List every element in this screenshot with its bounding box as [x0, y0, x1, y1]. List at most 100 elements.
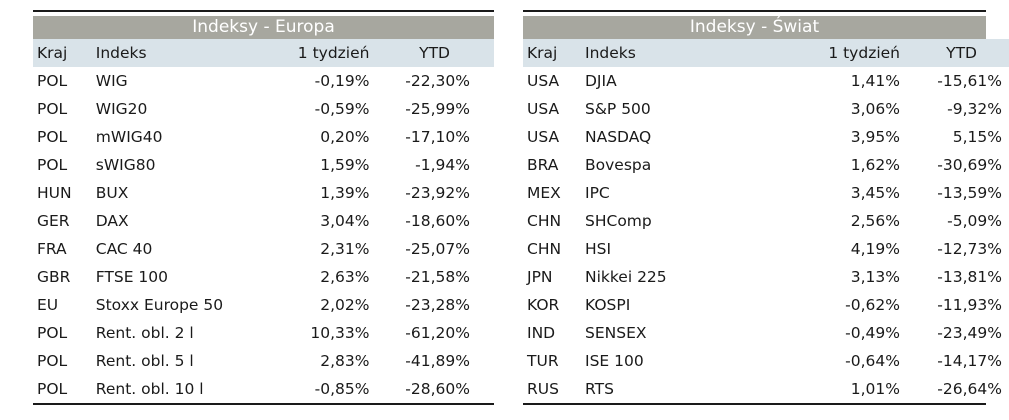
top-rule — [523, 10, 986, 12]
top-rule — [33, 10, 494, 12]
table-row: GER DAX 3,04% -18,60% — [33, 207, 494, 235]
table-row: POL Rent. obl. 2 l 10,33% -61,20% — [33, 319, 494, 347]
table-row: POL mWIG40 0,20% -17,10% — [33, 123, 494, 151]
header-country: Kraj — [37, 44, 68, 62]
index-name-cell: FTSE 100 — [95, 268, 169, 286]
header-index: Indeks — [585, 44, 636, 62]
ytd-change-cell: -22,30% — [405, 72, 470, 90]
week-change-cell: 3,06% — [850, 100, 900, 118]
week-change-cell: 0,20% — [320, 128, 370, 146]
index-name-cell: SENSEX — [585, 324, 647, 342]
header-ytd: YTD — [419, 44, 450, 62]
ytd-change-cell: -28,60% — [405, 380, 470, 398]
week-change-cell: -0,62% — [845, 296, 900, 314]
header-country: Kraj — [527, 44, 558, 62]
ytd-change-cell: -1,94% — [415, 156, 470, 174]
ytd-change-cell: -18,60% — [405, 212, 470, 230]
week-change-cell: 1,39% — [320, 184, 370, 202]
table-row: POL Rent. obl. 5 l 2,83% -41,89% — [33, 347, 494, 375]
country-cell: JPN — [527, 268, 553, 286]
week-change-cell: -0,64% — [845, 352, 900, 370]
week-change-cell: 2,56% — [850, 212, 900, 230]
world-index-table: Kraj Indeks 1 tydzień YTD USA DJIA 1,41% -1… — [523, 39, 1009, 403]
table-row: USA DJIA 1,41% -15,61% — [523, 67, 1009, 95]
table-row: USA S&P 500 3,06% -9,32% — [523, 95, 1009, 123]
table-row: FRA CAC 40 2,31% -25,07% — [33, 235, 494, 263]
world-table-body: USA DJIA 1,41% -15,61% USA S&P 500 3,06% -9,32%… — [523, 67, 1009, 403]
europe-index-panel: Indeksy - Europa Kraj Indeks 1 tydzień Y… — [33, 10, 494, 405]
country-cell: FRA — [37, 240, 67, 258]
week-change-cell: -0,85% — [314, 380, 370, 398]
table-row: EU Stoxx Europe 50 2,02% -23,28% — [33, 291, 494, 319]
index-name-cell: sWIG80 — [95, 156, 156, 174]
table-row: JPN Nikkei 225 3,13% -13,81% — [523, 263, 1009, 291]
country-cell: EU — [37, 296, 59, 314]
country-cell: GBR — [37, 268, 71, 286]
week-change-cell: 4,19% — [850, 240, 900, 258]
ytd-change-cell: -61,20% — [405, 324, 470, 342]
table-row: POL WIG -0,19% -22,30% — [33, 67, 494, 95]
table-row: POL sWIG80 1,59% -1,94% — [33, 151, 494, 179]
world-index-panel: Indeksy - Świat Kraj Indeks 1 tydzień YT… — [523, 10, 1009, 405]
ytd-change-cell: -13,81% — [937, 268, 1002, 286]
week-change-cell: -0,49% — [845, 324, 900, 342]
country-cell: CHN — [527, 240, 562, 258]
country-cell: KOR — [527, 296, 560, 314]
table-row: RUS RTS 1,01% -26,64% — [523, 375, 1009, 403]
ytd-change-cell: -9,32% — [947, 100, 1002, 118]
index-name-cell: Nikkei 225 — [585, 268, 667, 286]
index-name-cell: Rent. obl. 2 l — [95, 324, 194, 342]
country-cell: POL — [37, 128, 68, 146]
bottom-rule — [523, 403, 986, 405]
table-row: CHN SHComp 2,56% -5,09% — [523, 207, 1009, 235]
country-cell: GER — [37, 212, 70, 230]
table-row: KOR KOSPI -0,62% -11,93% — [523, 291, 1009, 319]
country-cell: MEX — [527, 184, 561, 202]
header-week: 1 tydzień — [828, 44, 900, 62]
ytd-change-cell: -5,09% — [947, 212, 1002, 230]
ytd-change-cell: -17,10% — [405, 128, 470, 146]
table-header-row: Kraj Indeks 1 tydzień YTD — [33, 39, 494, 67]
country-cell: POL — [37, 72, 68, 90]
country-cell: RUS — [527, 380, 559, 398]
week-change-cell: 2,63% — [320, 268, 370, 286]
index-name-cell: NASDAQ — [585, 128, 652, 146]
index-name-cell: WIG — [95, 72, 128, 90]
header-ytd: YTD — [946, 44, 977, 62]
country-cell: USA — [527, 100, 560, 118]
week-change-cell: 1,59% — [320, 156, 370, 174]
country-cell: TUR — [527, 352, 559, 370]
index-name-cell: Stoxx Europe 50 — [95, 296, 224, 314]
country-cell: IND — [527, 324, 556, 342]
index-name-cell: SHComp — [585, 212, 652, 230]
week-change-cell: 3,45% — [850, 184, 900, 202]
table-row: USA NASDAQ 3,95% 5,15% — [523, 123, 1009, 151]
week-change-cell: -0,59% — [314, 100, 370, 118]
index-name-cell: CAC 40 — [95, 240, 153, 258]
index-name-cell: DJIA — [585, 72, 617, 90]
header-index: Indeks — [95, 44, 147, 62]
week-change-cell: 2,02% — [320, 296, 370, 314]
table-header-row: Kraj Indeks 1 tydzień YTD — [523, 39, 1009, 67]
index-name-cell: mWIG40 — [95, 128, 163, 146]
index-name-cell: DAX — [95, 212, 129, 230]
table-row: POL WIG20 -0,59% -25,99% — [33, 95, 494, 123]
europe-panel-title: Indeksy - Europa — [33, 16, 494, 39]
index-name-cell: IPC — [585, 184, 610, 202]
week-change-cell: 2,83% — [320, 352, 370, 370]
week-change-cell: 10,33% — [310, 324, 370, 342]
ytd-change-cell: -12,73% — [937, 240, 1002, 258]
table-row: POL Rent. obl. 10 l -0,85% -28,60% — [33, 375, 494, 403]
country-cell: CHN — [527, 212, 562, 230]
week-change-cell: 1,41% — [850, 72, 900, 90]
index-name-cell: WIG20 — [95, 100, 148, 118]
week-change-cell: 3,13% — [850, 268, 900, 286]
index-name-cell: ISE 100 — [585, 352, 644, 370]
index-name-cell: RTS — [585, 380, 614, 398]
index-name-cell: Rent. obl. 5 l — [95, 352, 194, 370]
europe-index-table: Kraj Indeks 1 tydzień YTD POL WIG -0,19% -2… — [33, 39, 494, 403]
country-cell: POL — [37, 100, 68, 118]
ytd-change-cell: -25,07% — [405, 240, 470, 258]
ytd-change-cell: -23,49% — [937, 324, 1002, 342]
bottom-rule — [33, 403, 494, 405]
